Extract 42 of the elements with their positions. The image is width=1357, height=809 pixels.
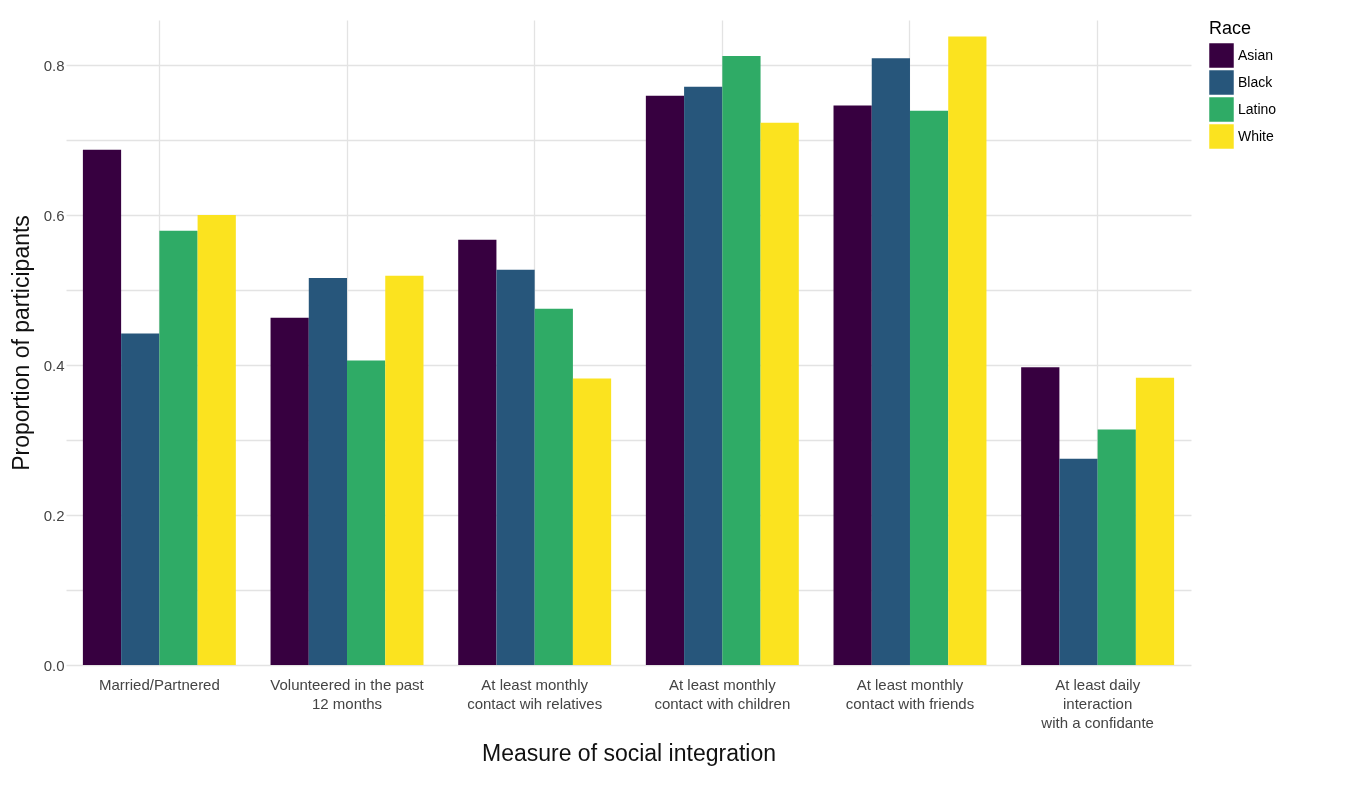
y-tick-label: 0.8 [43, 56, 65, 74]
legend-title: Race [1209, 18, 1252, 38]
bar [496, 269, 535, 665]
bar [121, 333, 160, 665]
bar [684, 86, 723, 665]
bar [948, 36, 987, 665]
bar [1097, 429, 1136, 665]
x-tick-label: Volunteered in the past 12 months [270, 675, 425, 712]
bar [572, 378, 612, 665]
x-tick-label: At least daily interaction with a confidante [1040, 675, 1154, 731]
bar [833, 105, 872, 665]
bar [1021, 367, 1060, 665]
bar [197, 215, 236, 665]
bar [159, 230, 198, 665]
bar [1059, 458, 1098, 665]
y-axis-title: Proportion of participants [7, 215, 34, 471]
bar [534, 308, 573, 665]
y-tick-label: 0.6 [43, 206, 65, 224]
bar [458, 239, 497, 665]
y-tick-label: 0.2 [43, 506, 65, 524]
bar [270, 317, 309, 665]
x-tick-label: At least monthly contact with children [654, 675, 791, 712]
bar [722, 56, 761, 665]
legend-label: Latino [1238, 100, 1277, 117]
bar [760, 122, 799, 665]
legend-label: White [1238, 127, 1274, 144]
x-tick-label: Married/Partnered [98, 675, 220, 693]
bar [645, 95, 685, 665]
legend-label: Asian [1238, 46, 1274, 63]
x-tick-label: At least monthly contact with friends [845, 675, 975, 712]
bar [347, 360, 386, 665]
legend-label: Black [1238, 73, 1274, 90]
bar [871, 58, 910, 665]
y-tick-label: 0.0 [43, 656, 65, 674]
bar [385, 275, 424, 665]
x-tick-label: At least monthly contact wih relatives [467, 675, 603, 712]
x-axis-title: Measure of social integration [481, 739, 777, 766]
y-tick-label: 0.4 [43, 356, 65, 374]
bar [82, 149, 122, 665]
bar [1135, 377, 1175, 665]
bar [308, 278, 348, 665]
bar [909, 110, 949, 665]
